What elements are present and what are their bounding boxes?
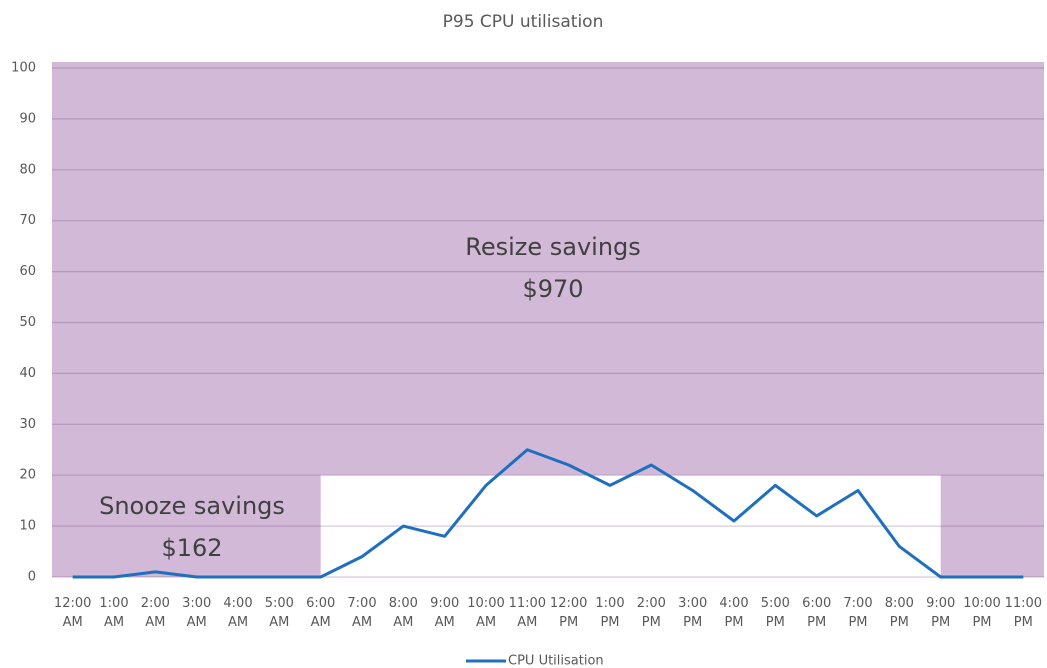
data-line [72,448,1024,579]
clear-region [320,475,941,577]
x-tick-label: 1:00 PM [595,596,624,630]
y-tick-label: 60 [19,264,36,279]
x-tick-label: 1:00 AM [99,596,128,630]
annotation-label: Resize savings [465,233,641,261]
annotation-amount: $970 [522,275,583,303]
x-tick-label: 10:00 PM [963,596,1000,630]
x-tick-label: 12:00 AM [54,596,91,630]
x-tick-label: 3:00 PM [678,596,707,630]
y-tick-label: 50 [19,315,36,330]
chart-title: P95 CPU utilisation [443,12,604,32]
x-tick-label: 11:00 AM [509,596,546,630]
x-tick-label: 2:00 AM [141,596,170,630]
annotation-amount: $162 [161,534,222,562]
y-tick-label: 20 [19,468,36,483]
x-tick-label: 6:00 PM [802,596,831,630]
y-tick-label: 40 [19,366,36,381]
annotation-label: Snooze savings [99,492,285,520]
x-tick-label: 8:00 PM [885,596,914,630]
legend-label: CPU Utilisation [508,654,604,668]
x-tick-label: 11:00 PM [1005,596,1042,630]
y-tick-label: 30 [19,417,36,432]
x-tick-label: 7:00 AM [347,596,376,630]
x-tick-label: 9:00 PM [926,596,955,630]
x-tick-label: 5:00 AM [265,596,294,630]
y-tick-label: 80 [19,162,36,177]
y-tick-label: 100 [11,61,36,76]
x-tick-label: 6:00 AM [306,596,335,630]
x-tick-label: 3:00 AM [182,596,211,630]
x-tick-label: 5:00 PM [761,596,790,630]
x-tick-label: 2:00 PM [637,596,666,630]
x-tick-label: 12:00 PM [550,596,587,630]
y-tick-label: 10 [19,519,36,534]
x-tick-label: 7:00 PM [843,596,872,630]
x-tick-label: 8:00 AM [389,596,418,630]
y-tick-label: 0 [28,570,36,585]
y-tick-label: 90 [19,111,36,126]
x-tick-label: 10:00 AM [467,596,504,630]
y-tick-label: 70 [19,213,36,228]
x-tick-label: 4:00 PM [719,596,748,630]
x-tick-label: 9:00 AM [430,596,459,630]
x-tick-label: 4:00 AM [223,596,252,630]
